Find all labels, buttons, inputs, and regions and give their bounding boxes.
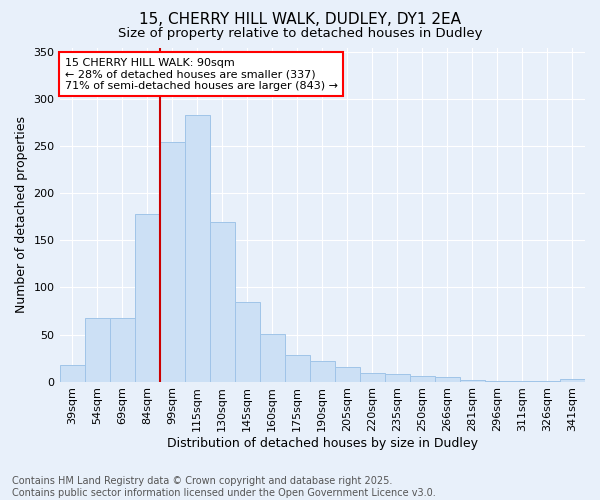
Text: 15, CHERRY HILL WALK, DUDLEY, DY1 2EA: 15, CHERRY HILL WALK, DUDLEY, DY1 2EA: [139, 12, 461, 28]
Bar: [160, 142, 185, 382]
Bar: [85, 318, 110, 382]
Bar: [510, 380, 535, 382]
X-axis label: Distribution of detached houses by size in Dudley: Distribution of detached houses by size …: [167, 437, 478, 450]
Bar: [460, 380, 485, 382]
Text: Size of property relative to detached houses in Dudley: Size of property relative to detached ho…: [118, 28, 482, 40]
Text: Contains HM Land Registry data © Crown copyright and database right 2025.
Contai: Contains HM Land Registry data © Crown c…: [12, 476, 436, 498]
Bar: [185, 116, 209, 382]
Bar: [209, 222, 235, 382]
Bar: [235, 302, 260, 382]
Text: 15 CHERRY HILL WALK: 90sqm
← 28% of detached houses are smaller (337)
71% of sem: 15 CHERRY HILL WALK: 90sqm ← 28% of deta…: [65, 58, 338, 90]
Y-axis label: Number of detached properties: Number of detached properties: [15, 116, 28, 313]
Bar: [310, 361, 335, 382]
Bar: [410, 376, 435, 382]
Bar: [335, 368, 360, 382]
Bar: [134, 214, 160, 382]
Bar: [485, 380, 510, 382]
Bar: [285, 355, 310, 382]
Bar: [535, 380, 560, 382]
Bar: [385, 374, 410, 382]
Bar: [435, 377, 460, 382]
Bar: [360, 373, 385, 382]
Bar: [560, 379, 585, 382]
Bar: [59, 364, 85, 382]
Bar: [260, 334, 285, 382]
Bar: [110, 318, 134, 382]
